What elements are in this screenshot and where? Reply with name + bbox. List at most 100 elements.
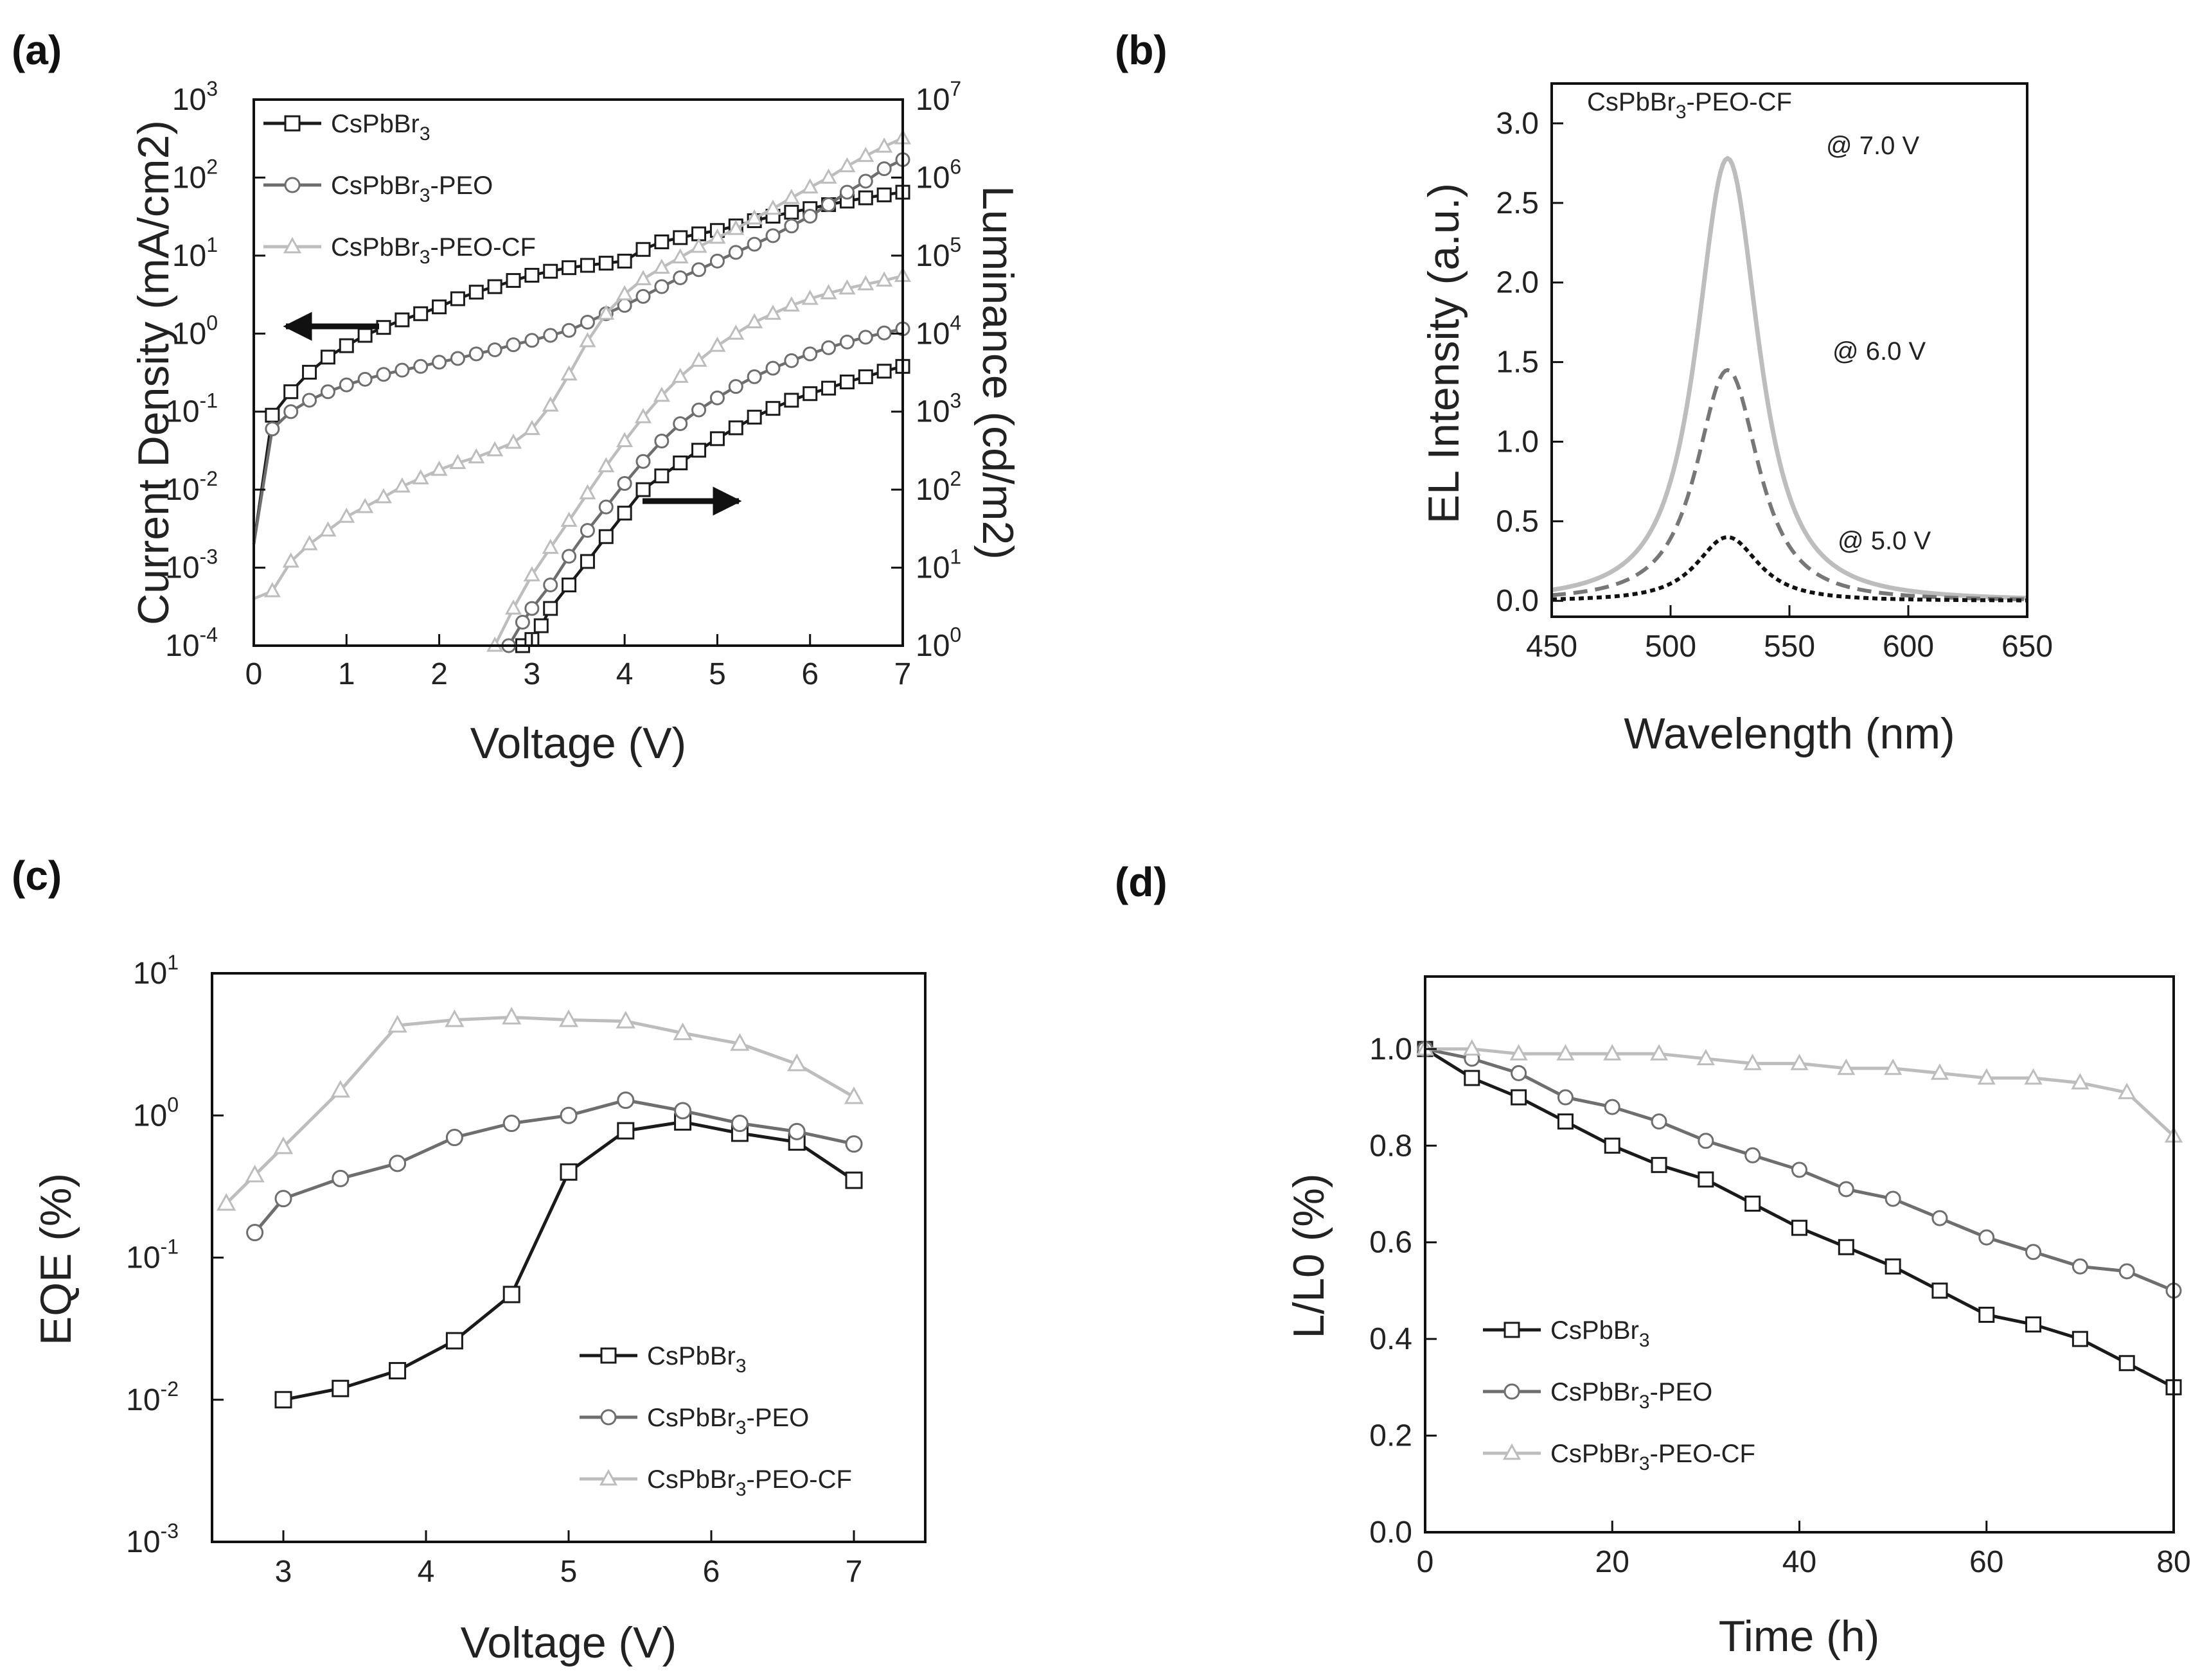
panel-a-yrtick-4: 104 xyxy=(916,311,961,351)
panel-b-ytick-0: 0.0 xyxy=(1496,584,1539,618)
panel-a-lum-point-1-3 xyxy=(543,578,558,593)
panel-a-jv-point-0-10 xyxy=(432,299,447,315)
panel-d-point-1-7 xyxy=(1744,1147,1761,1163)
panel-a-lum-point-1-2 xyxy=(524,601,540,616)
panel-a-jv-point-2-18 xyxy=(579,332,596,348)
panel-a-xtick-2: 2 xyxy=(430,657,448,691)
panel-a-lum-point-0-7 xyxy=(617,506,632,521)
panel-b-xtick-4: 650 xyxy=(2001,630,2053,664)
panel-c-point-2-3 xyxy=(330,1079,350,1098)
panel-a-jv-point-1-8 xyxy=(395,362,410,378)
panel-d-point-0-15 xyxy=(2118,1355,2135,1372)
panel-a-jv-point-0-29 xyxy=(784,204,799,220)
panel-a-lum-point-1-7 xyxy=(617,476,632,491)
panel-d-point-1-9 xyxy=(1838,1181,1854,1198)
panel-c-point-0-6 xyxy=(617,1122,635,1140)
panel-b-ylabel: EL Intensity (a.u.) xyxy=(1419,183,1468,524)
panel-a-jv-point-0-3 xyxy=(302,364,317,380)
panel-a-lum-point-2-4 xyxy=(560,511,578,527)
panel-d-point-1-15 xyxy=(2118,1263,2135,1280)
panel-d-point-2-12 xyxy=(1977,1068,1996,1085)
panel-a-jv-point-2-22 xyxy=(653,258,670,274)
panel-a-lum-point-2-3 xyxy=(542,538,559,554)
panel-a-jv-point-0-12 xyxy=(468,285,484,300)
panel-a-xtick-6: 6 xyxy=(801,657,819,691)
panel-d-point-0-9 xyxy=(1838,1239,1854,1255)
panel-a-jv-point-1-5 xyxy=(339,377,354,393)
panel-b-xtick-0: 450 xyxy=(1526,630,1577,664)
panel-d-point-0-5 xyxy=(1651,1156,1667,1173)
panel-a-lum-point-2-13 xyxy=(727,324,745,340)
panel-c-xtick-3: 6 xyxy=(703,1555,720,1589)
panel-a-jv-point-0-2 xyxy=(283,384,299,400)
panel-d-line-0 xyxy=(1424,1047,2175,1389)
panel-a-lum-point-0-16 xyxy=(784,393,799,408)
panel-a-yltick-2: 10-2 xyxy=(165,467,218,507)
panel-c-point-2-10 xyxy=(730,1033,750,1051)
panel-a-jv-point-2-4 xyxy=(319,521,337,537)
panel-b-xlabel: Wavelength (nm) xyxy=(1624,709,1955,758)
panel-b-ytick-2: 1.0 xyxy=(1496,425,1539,459)
panel-b-xticks: 450 500 550 600 650 xyxy=(1526,605,2053,664)
panel-c-series xyxy=(217,1007,864,1409)
panel-a-jv-point-1-27 xyxy=(747,236,762,252)
panel-a-jv-point-0-18 xyxy=(580,258,595,273)
panel-c-point-1-3 xyxy=(389,1154,407,1172)
panel-c-legend-0: CsPbBr3 xyxy=(580,1342,747,1377)
panel-a-jv-point-2-31 xyxy=(820,168,837,184)
panel-c-line-1 xyxy=(253,1099,855,1234)
panel-d-xlabel: Time (h) xyxy=(1719,1612,1880,1661)
panel-a-jv-point-0-19 xyxy=(598,256,614,271)
panel-a-xtick-4: 4 xyxy=(616,657,634,691)
panel-a-jv-point-2-21 xyxy=(634,270,652,285)
panel-c-point-0-2 xyxy=(389,1362,407,1380)
panel-a-jv-point-2-2 xyxy=(282,552,299,568)
panel-a-jv-point-2-20 xyxy=(616,285,634,301)
panel-b-spectrum-1 xyxy=(1551,368,2027,601)
panel-d-legend-2-text: CsPbBr3-PEO-CF xyxy=(1550,1440,1755,1474)
panel-a-lum-point-0-20 xyxy=(858,369,873,384)
panel-c-point-2-5 xyxy=(445,1009,465,1027)
panel-c: (c) 3 4 5 6 7 10-3 10-2 10-1 100 101 Voltage (V)… xyxy=(12,853,927,1667)
panel-a-yrtick-2: 102 xyxy=(916,467,961,507)
panel-a-lum-point-2-21 xyxy=(876,271,893,287)
panel-a-jv-point-2-25 xyxy=(709,228,726,244)
panel-d-xtick-1: 20 xyxy=(1595,1545,1629,1579)
panel-d-point-0-3 xyxy=(1557,1113,1574,1130)
panel-b-spectrum-2 xyxy=(1551,535,2027,603)
panel-a-lum-point-2-12 xyxy=(709,336,726,352)
panel-a-lum-point-1-10 xyxy=(673,416,688,432)
panel-a-yltick-4: 100 xyxy=(172,311,218,351)
panel-d-point-2-15 xyxy=(2118,1083,2136,1099)
panel-a-jv-point-1-33 xyxy=(858,173,873,189)
panel-a-lum-point-2-19 xyxy=(838,279,856,295)
panel-c-ytick-2: 10-1 xyxy=(126,1235,179,1275)
panel-a-legend-1: CsPbBr3-PEO xyxy=(263,172,493,206)
panel-a-lum-point-1-12 xyxy=(709,390,725,405)
panel-a-jv-point-0-20 xyxy=(617,253,632,269)
panel-c-point-0-1 xyxy=(332,1379,350,1397)
panel-a-lum-point-2-10 xyxy=(671,367,689,383)
panel-a-legend-2: CsPbBr3-PEO-CF xyxy=(263,233,536,268)
panel-a-yltick-6: 102 xyxy=(172,155,218,195)
panel-a-lum-point-2-16 xyxy=(783,296,800,312)
panel-a-lum-point-0-3 xyxy=(543,601,558,616)
panel-d-point-0-11 xyxy=(1931,1282,1948,1299)
panel-d-ylabel: L/L0 (%) xyxy=(1284,1174,1333,1339)
panel-a-jv-point-1-25 xyxy=(709,253,725,269)
panel-a-jv-point-2-12 xyxy=(468,448,485,464)
panel-b-ytick-4: 2.0 xyxy=(1496,266,1539,300)
panel-a-lum-point-0-10 xyxy=(673,455,688,471)
panel-a-lum-point-0-6 xyxy=(598,529,614,544)
panel-a-jv-point-2-11 xyxy=(449,454,466,470)
panel-b-annotation-6v: @ 6.0 V xyxy=(1832,337,1926,366)
panel-b: (b) 450 500 550 600 650 0.0 0.5 1.0 1.5 2.0 2.5 3.… xyxy=(1115,27,2053,758)
panel-d-point-1-11 xyxy=(1931,1210,1948,1226)
panel-a-lum-point-0-2 xyxy=(533,618,549,633)
panel-a-yticks-left: 10-4 10-3 10-2 10-1 100 101 102 103 xyxy=(165,77,265,663)
panel-d-point-1-14 xyxy=(2071,1258,2088,1275)
panel-a-lum-point-1-21 xyxy=(876,325,892,340)
panel-c-point-1-10 xyxy=(788,1122,806,1140)
